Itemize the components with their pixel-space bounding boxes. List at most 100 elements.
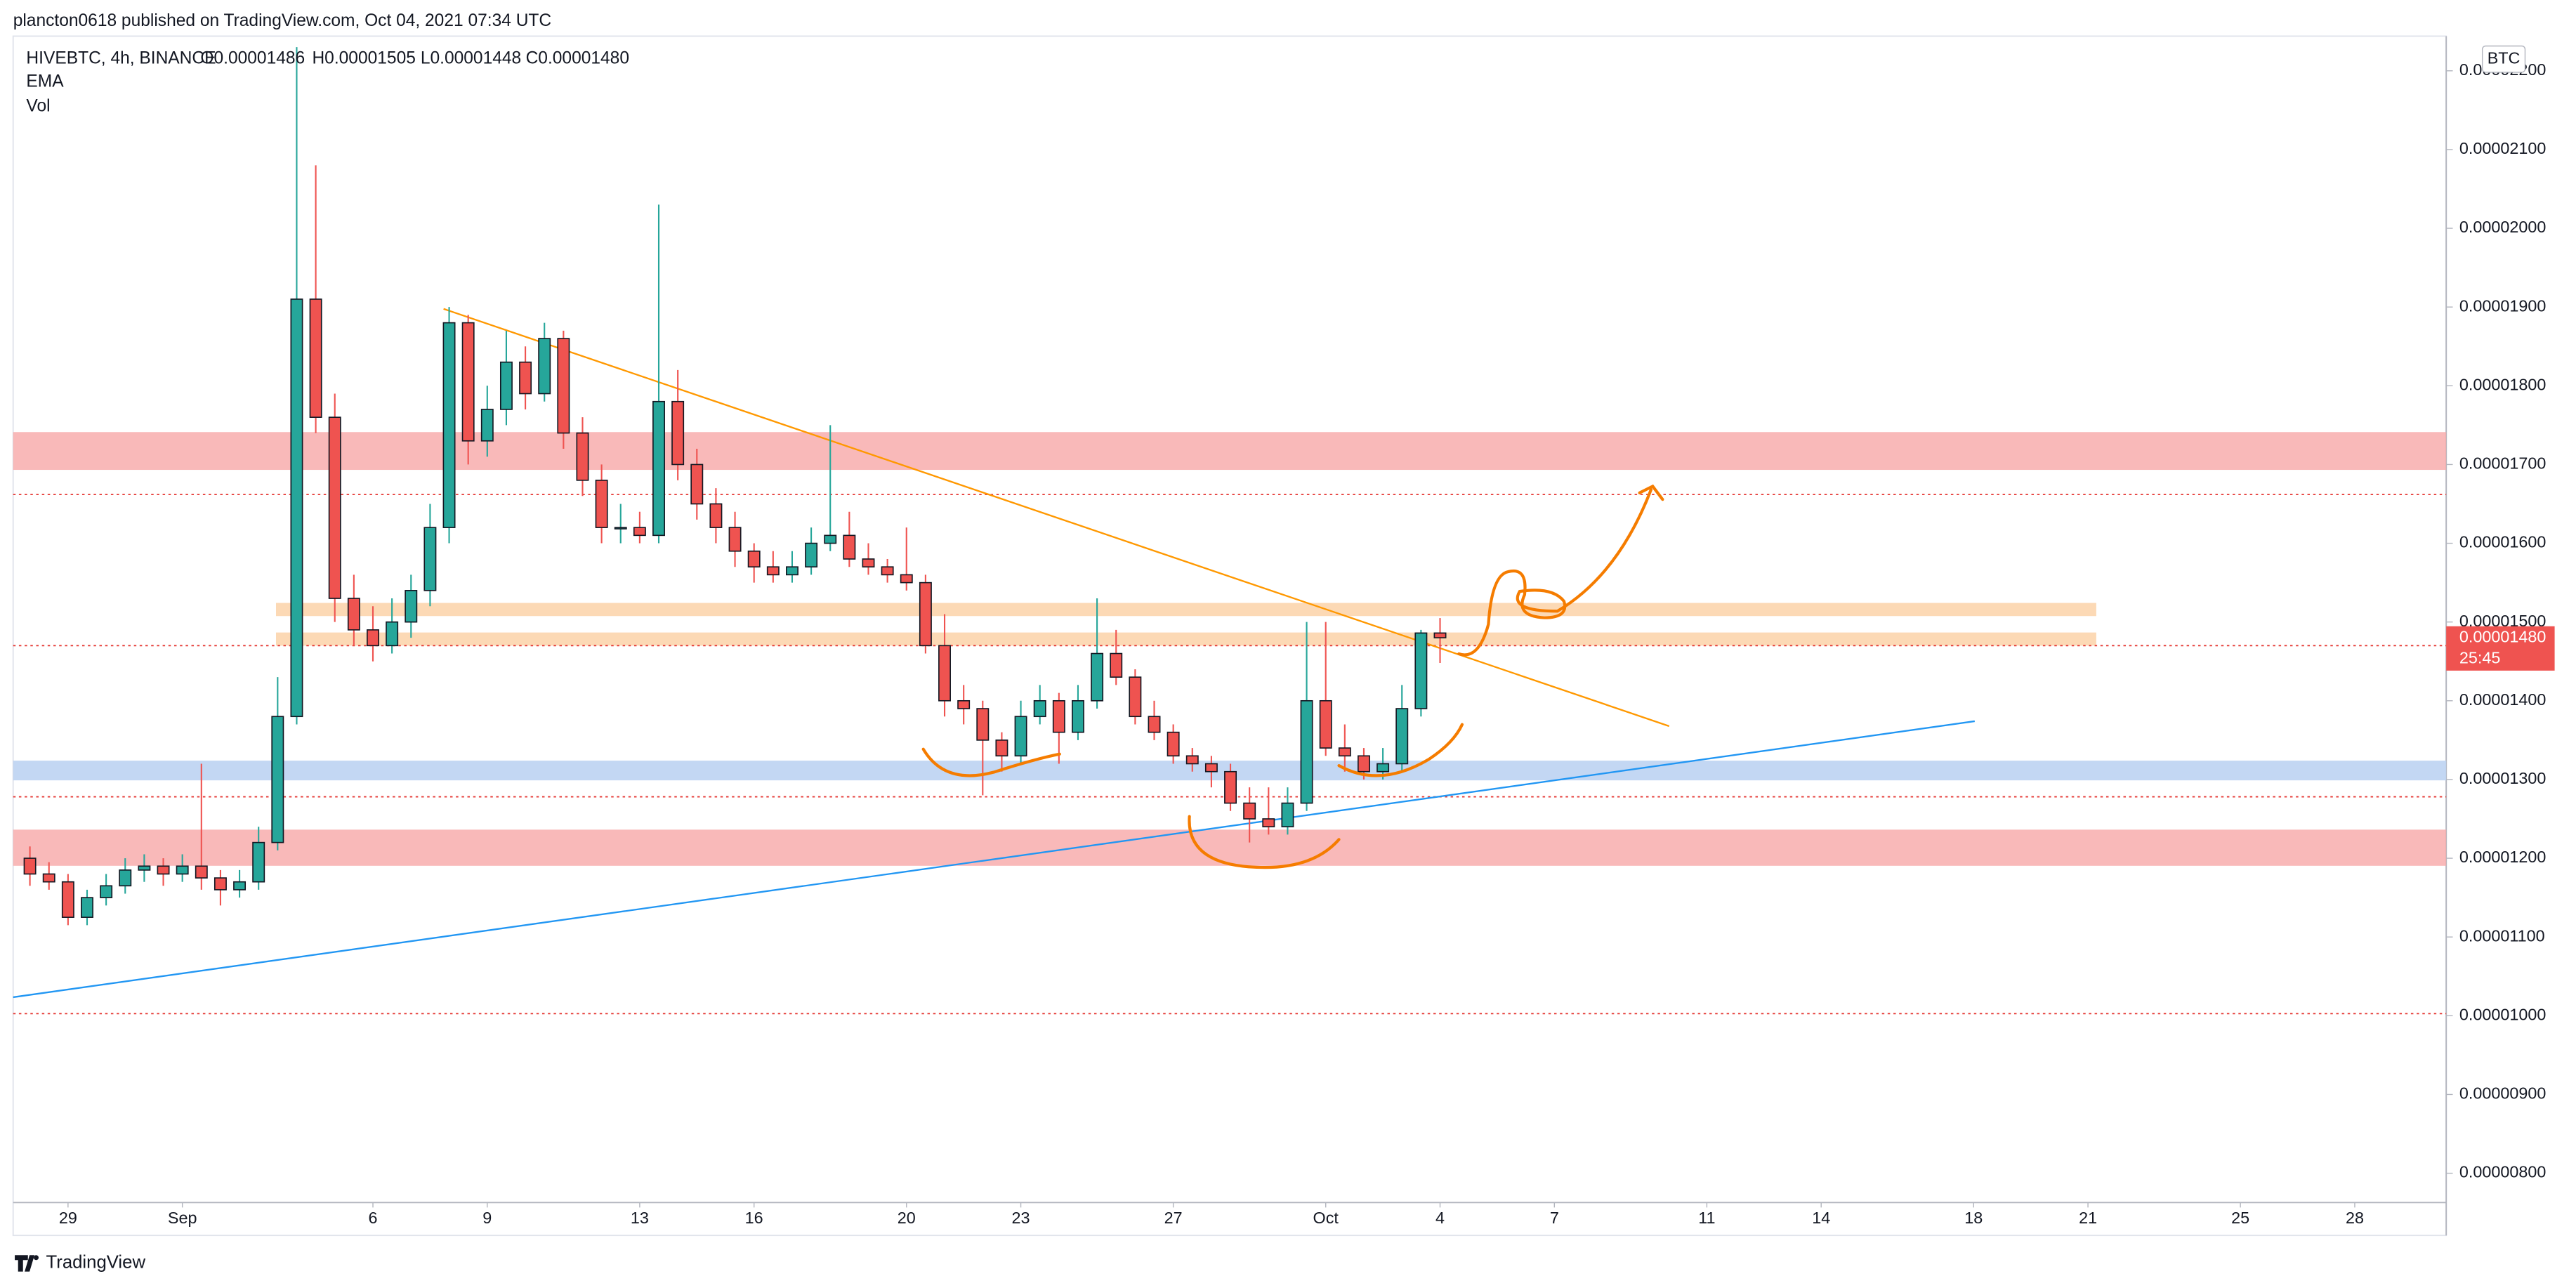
candle-body: [138, 865, 151, 871]
candle-body: [1204, 763, 1218, 773]
candle-body: [100, 885, 113, 898]
candle-body: [862, 558, 875, 568]
candle-body: [309, 298, 322, 418]
candle-body: [1433, 632, 1447, 638]
x-tick-label: 9: [482, 1209, 492, 1227]
last-price-label: 0.00001480: [2459, 627, 2547, 645]
candle-body: [652, 400, 665, 537]
resistance-zone: [13, 432, 2447, 471]
candles: [23, 47, 1447, 926]
indicator-label[interactable]: EMA: [26, 72, 64, 91]
candle-body: [576, 432, 589, 481]
candle-body: [271, 716, 284, 843]
candle-body: [328, 416, 341, 599]
candle-body: [690, 464, 704, 505]
candle-body: [766, 566, 780, 576]
x-tick-label: 18: [1964, 1209, 1983, 1227]
candle-body: [1129, 676, 1142, 718]
candle-body: [1014, 716, 1027, 757]
ohlc-low: L0.00001448: [421, 49, 521, 68]
candle-body: [405, 590, 418, 623]
y-tick-label: 0.00002000: [2459, 218, 2547, 236]
candle-body: [42, 873, 55, 883]
candle-body: [233, 881, 247, 891]
candle-body: [843, 534, 856, 560]
candle-body: [23, 857, 37, 875]
ohlc-open: O0.00001486: [200, 49, 305, 68]
candle-body: [1414, 632, 1428, 709]
currency-box[interactable]: [2481, 45, 2526, 73]
axes: 0.000022000.000021000.000020000.00001900…: [59, 60, 2555, 1227]
candle-body: [1319, 699, 1332, 749]
candle-body: [1224, 770, 1237, 804]
candle-body: [213, 877, 227, 891]
x-tick-label: 25: [2231, 1209, 2249, 1227]
candle-body: [1376, 763, 1390, 773]
candle-body: [367, 629, 379, 647]
candle-body: [1033, 699, 1046, 718]
candle-body: [290, 298, 303, 718]
candle-body: [480, 409, 494, 442]
candle-body: [461, 322, 475, 442]
candle-body: [119, 869, 132, 887]
candle-body: [805, 542, 818, 568]
currency-label[interactable]: BTC: [2488, 48, 2521, 67]
y-tick-label: 0.00002100: [2459, 139, 2547, 157]
candle-body: [957, 699, 971, 709]
candle-body: [824, 534, 837, 544]
candle-body: [195, 865, 208, 879]
y-tick-label: 0.00001200: [2459, 848, 2547, 866]
candle-body: [1281, 802, 1294, 828]
candle-body: [728, 527, 742, 552]
candle-body: [442, 322, 456, 528]
candle-body: [423, 527, 437, 591]
candle-body: [614, 527, 627, 530]
y-tick-label: 0.00001800: [2459, 375, 2547, 393]
x-tick-label: 27: [1164, 1209, 1183, 1227]
x-tick-label: 4: [1435, 1209, 1445, 1227]
downtrend-line: [443, 308, 1670, 728]
y-tick-label: 0.00001000: [2459, 1005, 2547, 1023]
candle-body: [1358, 755, 1370, 773]
y-tick-label: 0.00000900: [2459, 1084, 2547, 1103]
x-tick-label: 23: [1012, 1209, 1030, 1227]
last-price-box: [2446, 626, 2555, 671]
brand-name: TradingView: [46, 1253, 146, 1273]
candle-body: [919, 581, 932, 647]
indicator-label[interactable]: Vol: [26, 97, 50, 116]
freehand-curve: [1337, 723, 1464, 777]
candle-body: [976, 708, 990, 741]
x-tick-label: 6: [368, 1209, 377, 1227]
candle-body: [633, 527, 646, 537]
x-tick-label: 29: [59, 1209, 77, 1227]
candle-body: [1262, 818, 1275, 828]
candle-body: [595, 480, 608, 528]
ohlc-high: H0.00001505: [312, 49, 415, 68]
candle-body: [1110, 652, 1123, 678]
freehand-curve: [1188, 815, 1341, 869]
candle-body: [1243, 802, 1256, 820]
candle-body: [81, 897, 93, 918]
x-tick-label: Oct: [1313, 1209, 1339, 1227]
candle-body: [671, 400, 685, 466]
x-tick-label: 21: [2079, 1209, 2097, 1227]
candle-body: [157, 865, 170, 875]
publisher-line: plancton0618 published on TradingView.co…: [13, 11, 551, 30]
support-zone: [13, 829, 2447, 866]
candle-body: [900, 574, 913, 584]
candle-body: [499, 361, 513, 410]
x-tick-label: 13: [631, 1209, 649, 1227]
orange-zone: [276, 603, 2096, 617]
freehand-curve: [921, 747, 1061, 777]
candle-body: [785, 566, 799, 576]
candle-body: [61, 881, 74, 918]
y-tick-label: 0.00001700: [2459, 454, 2547, 473]
y-tick-label: 0.00001900: [2459, 296, 2547, 315]
candle-body: [1091, 652, 1104, 702]
x-tick-label: 11: [1698, 1209, 1715, 1227]
y-tick-label: 0.00001600: [2459, 533, 2547, 551]
candle-body: [1300, 699, 1313, 804]
candle-body: [1338, 747, 1351, 757]
uptrend-line: [13, 720, 1975, 999]
countdown-label: 25:45: [2459, 649, 2501, 667]
